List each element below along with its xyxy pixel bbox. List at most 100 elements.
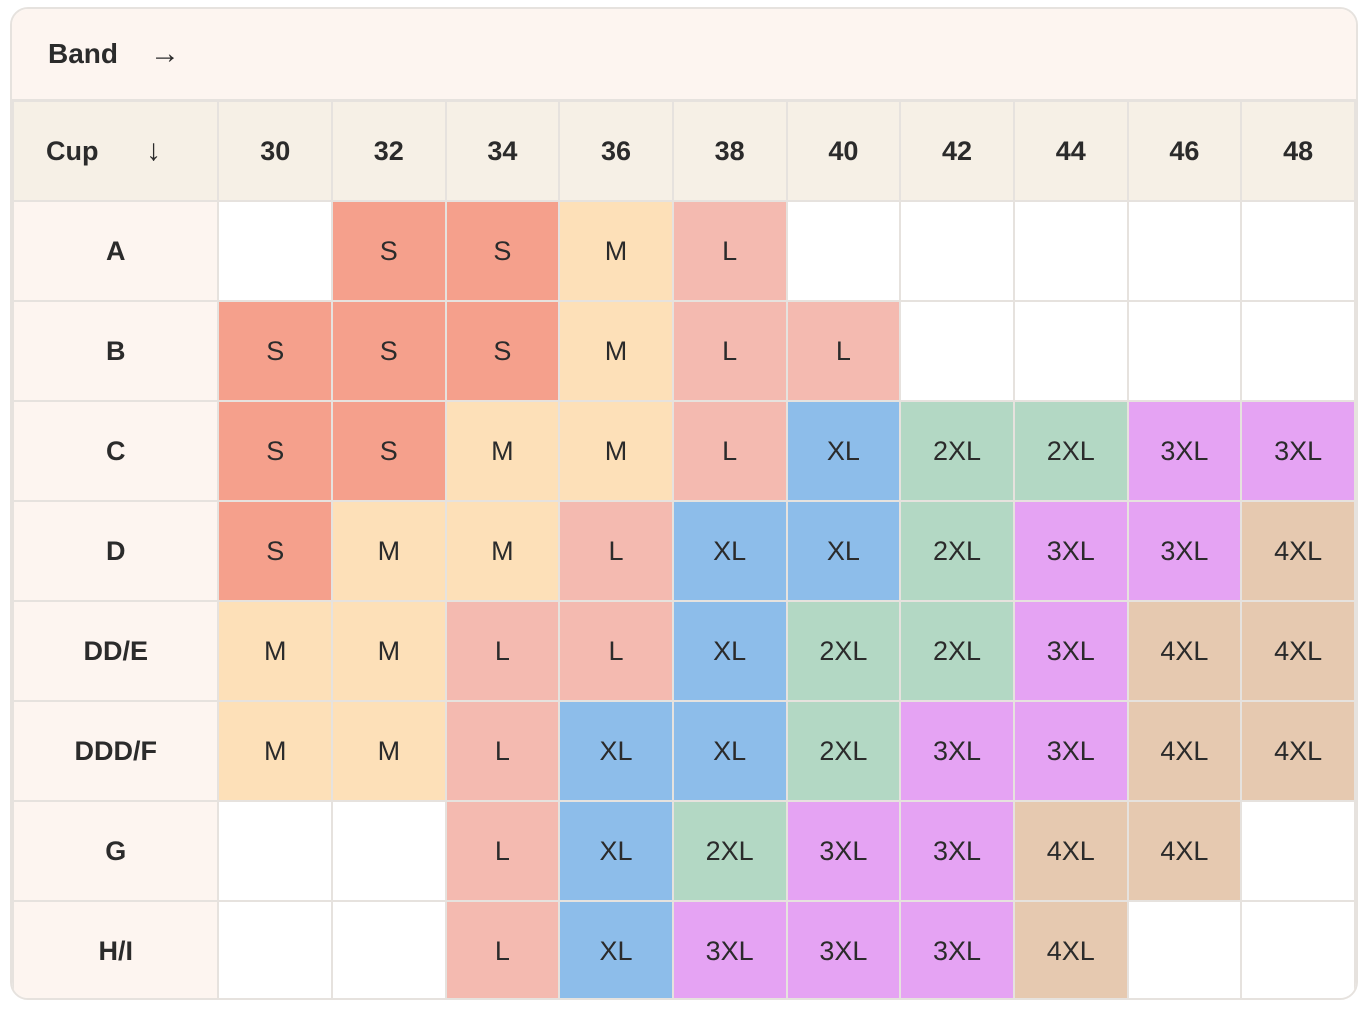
size-cell: 3XL [1240,400,1356,502]
size-cell: M [331,500,447,602]
size-cell [217,200,334,302]
size-cell: M [331,700,447,802]
size-cell: 4XL [1012,800,1129,902]
size-cell: 4XL [1240,700,1356,802]
size-cell: S [444,300,561,402]
size-cell: L [671,300,788,402]
size-cell: 3XL [1012,600,1129,702]
size-cell: M [558,400,674,502]
size-cell: M [558,300,674,402]
size-cell: L [785,300,902,402]
size-cell: 4XL [1240,600,1356,702]
size-cell: XL [785,500,902,602]
size-cell [899,300,1015,402]
size-cell: 3XL [1126,500,1243,602]
table-row: DD/E M M L L XL 2XL 2XL 3XL 4XL 4XL [12,600,1356,702]
size-cell: 3XL [899,700,1015,802]
size-cell: 2XL [785,600,902,702]
size-cell: L [671,400,788,502]
size-cell: XL [558,800,674,902]
size-cell: 2XL [1012,400,1129,502]
size-cell [1240,900,1356,998]
size-cell: XL [671,600,788,702]
cup-row-label: DDD/F [12,700,220,802]
size-cell: L [444,900,561,998]
cup-label: Cup [46,136,99,166]
size-cell: 4XL [1240,500,1356,602]
size-cell [1240,300,1356,402]
size-cell: M [331,600,447,702]
band-header-cell: 30 [217,100,334,202]
size-cell: S [217,400,334,502]
size-cell: S [331,200,447,302]
size-cell [217,900,334,998]
size-cell: 3XL [671,900,788,998]
size-cell [1240,200,1356,302]
size-cell: 2XL [899,500,1015,602]
size-cell: XL [558,700,674,802]
size-cell: S [217,500,334,602]
band-header-cell: 42 [899,100,1015,202]
band-header-cell: 34 [444,100,561,202]
size-cell: M [217,700,334,802]
size-cell: 4XL [1126,700,1243,802]
cup-row-label: A [12,200,220,302]
band-row: Cup ↓ 30 32 34 36 38 40 42 44 46 48 [12,100,1356,202]
band-header-cell: 40 [785,100,902,202]
size-cell: L [444,700,561,802]
size-cell [331,900,447,998]
size-cell: 3XL [899,900,1015,998]
band-header-cell: 46 [1126,100,1243,202]
band-header-cell: 38 [671,100,788,202]
right-arrow-icon: → [150,37,180,70]
size-cell: 4XL [1126,600,1243,702]
table-row: D S M M L XL XL 2XL 3XL 3XL 4XL [12,500,1356,602]
size-cell: 3XL [785,900,902,998]
cup-row-label: D [12,500,220,602]
cup-row-label: C [12,400,220,502]
size-cell: 4XL [1012,900,1129,998]
size-cell: XL [671,500,788,602]
band-header-cell: 36 [558,100,674,202]
size-cell: XL [785,400,902,502]
cup-row-label: B [12,300,220,402]
size-cell: S [444,200,561,302]
band-header-cell: 32 [331,100,447,202]
size-cell: XL [671,700,788,802]
size-cell: XL [558,900,674,998]
cup-row-label: DD/E [12,600,220,702]
size-cell: 3XL [1126,400,1243,502]
size-cell: 2XL [899,400,1015,502]
size-cell: L [558,500,674,602]
table-row: G L XL 2XL 3XL 3XL 4XL 4XL [12,800,1356,902]
size-cell: M [444,400,561,502]
table-row: DDD/F M M L XL XL 2XL 3XL 3XL 4XL 4XL [12,700,1356,802]
size-cell: L [671,200,788,302]
size-cell: L [558,600,674,702]
cup-header: Cup ↓ [12,100,220,202]
size-cell [1240,800,1356,902]
size-cell: M [444,500,561,602]
size-cell: L [444,600,561,702]
table-body: A S S M L B S S S M L L C S S M M L XL 2XL 2XL 3XL 3XL D S M M L XL X… [12,200,1356,998]
cup-row-label: H/I [12,900,220,998]
band-header-cell: 48 [1240,100,1356,202]
size-cell: 3XL [785,800,902,902]
size-cell: 4XL [1126,800,1243,902]
table-row: H/I L XL 3XL 3XL 3XL 4XL [12,900,1356,998]
cup-row-label: G [12,800,220,902]
band-label: Band [48,38,118,69]
size-cell: L [444,800,561,902]
size-cell: 3XL [1012,700,1129,802]
down-arrow-icon: ↓ [146,134,161,167]
size-cell [217,800,334,902]
size-cell: M [217,600,334,702]
size-cell: M [558,200,674,302]
band-header-cell: 44 [1012,100,1129,202]
size-cell: S [331,300,447,402]
size-cell [1012,200,1129,302]
